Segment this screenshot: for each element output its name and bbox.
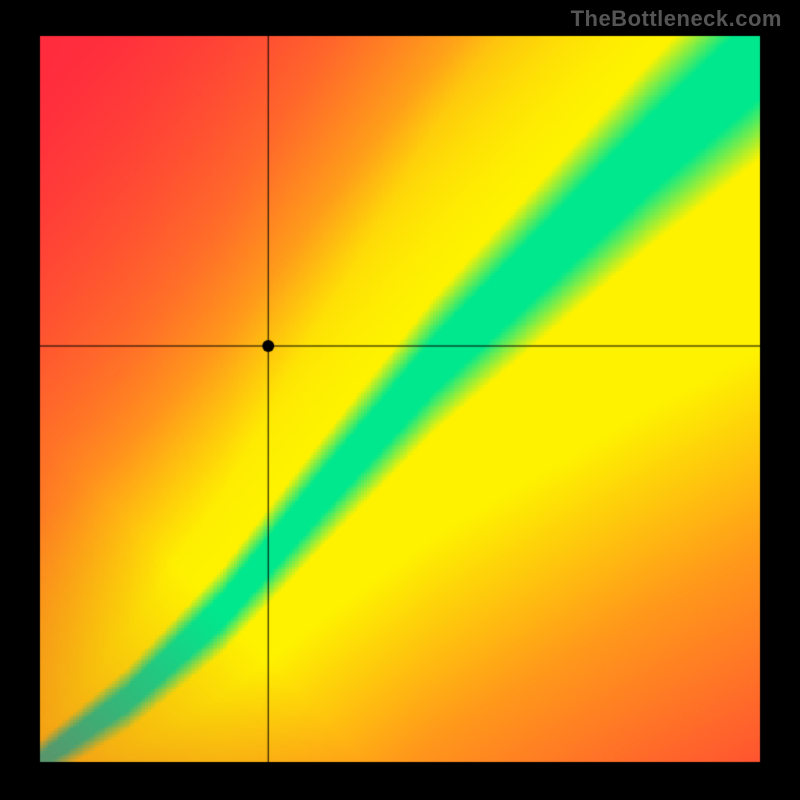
chart-container: TheBottleneck.com [0, 0, 800, 800]
bottleneck-heatmap [0, 0, 800, 800]
watermark-text: TheBottleneck.com [571, 6, 782, 32]
